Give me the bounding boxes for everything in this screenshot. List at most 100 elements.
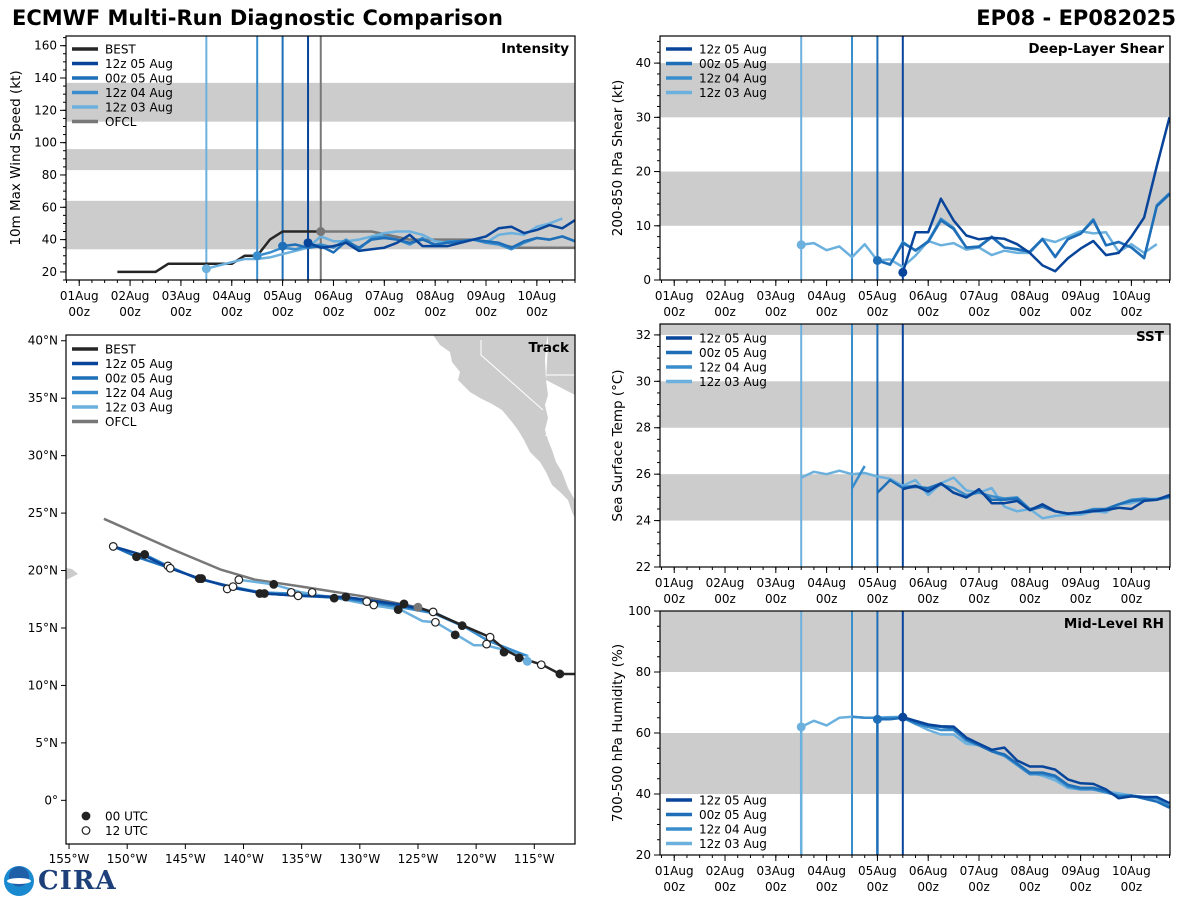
x-tick-label-date: 10Aug (1112, 576, 1151, 590)
start-marker (413, 602, 423, 612)
y-tick-label: 100 (34, 136, 57, 150)
legend-label: 12z 05 Aug (699, 794, 767, 808)
init-marker (252, 251, 262, 261)
x-tick-label-date: 10Aug (1112, 864, 1151, 878)
x-tick-label-date: 05Aug (858, 289, 897, 303)
series-line-12z-03-aug (238, 578, 529, 662)
state-borders (480, 340, 576, 441)
noaa-logo-icon (4, 866, 34, 896)
x-tick-label: 120°W (456, 852, 497, 866)
series-line-12z-05-aug (307, 219, 575, 253)
legend-label: OFCL (105, 415, 137, 429)
x-tick-label-date: 04Aug (807, 289, 846, 303)
threshold-band (660, 611, 1170, 672)
x-tick-label: 125°W (398, 852, 439, 866)
legend-label: 12z 03 Aug (105, 401, 173, 415)
x-tick-label: 115°W (514, 852, 555, 866)
y-axis-label: 700-500 hPa Humidity (%) (610, 644, 626, 822)
x-tick-label-date: 06Aug (909, 864, 948, 878)
y-tick-label: 40 (42, 233, 57, 247)
x-tick-label-date: 05Aug (263, 289, 302, 303)
panel-title: Deep-Layer Shear (1028, 41, 1164, 57)
y-tick-label: 20 (636, 848, 651, 862)
north-america-landmass (433, 335, 575, 518)
y-tick-label: 80 (42, 168, 57, 182)
legend-label: 12z 03 Aug (699, 375, 767, 389)
series-line-best (417, 606, 575, 676)
utc-legend-label: 12 UTC (105, 824, 148, 838)
legend-label: 00z 05 Aug (699, 808, 767, 822)
marker-12utc-icon (81, 826, 91, 835)
storm-id: EP08 - EP082025 (976, 6, 1176, 30)
x-tick-label-hour: 00z (526, 305, 548, 319)
x-tick-label-date: 01Aug (60, 289, 99, 303)
legend-label: 00z 05 Aug (105, 372, 173, 386)
y-tick-label: 32 (636, 328, 651, 342)
x-tick-label-date: 04Aug (807, 864, 846, 878)
plot-area (660, 611, 1170, 855)
marker-12utc (228, 582, 238, 592)
series-line-12z-04-aug (144, 553, 527, 657)
y-tick-label: 22 (636, 560, 651, 574)
plot-area (660, 324, 1170, 567)
x-tick-label-date: 09Aug (467, 289, 506, 303)
x-tick-label-hour: 00z (816, 305, 838, 319)
x-tick-label-date: 01Aug (655, 576, 694, 590)
y-tick-label: 40 (636, 787, 651, 801)
init-marker (796, 240, 806, 250)
y-tick-label: 140 (34, 71, 57, 85)
y-tick-label: 100 (628, 604, 651, 618)
marker-12utc (485, 632, 495, 642)
series-line-12z-03-aug (801, 229, 1158, 269)
utc-legend-label: 00 UTC (105, 810, 148, 824)
x-tick-label-hour: 00z (1070, 305, 1092, 319)
y-tick-label: 35°N (28, 391, 58, 405)
x-tick-label-hour: 00z (323, 305, 345, 319)
x-tick-label-date: 03Aug (756, 289, 795, 303)
series-line-00z-05-aug (877, 193, 1170, 266)
series-line-12z-05-aug (902, 482, 1170, 515)
x-tick-label-hour: 00z (475, 305, 497, 319)
x-tick-label-date: 05Aug (858, 864, 897, 878)
x-tick-label-hour: 00z (765, 305, 787, 319)
init-marker (872, 255, 882, 265)
x-tick-label-date: 04Aug (212, 289, 251, 303)
marker-00utc (341, 592, 351, 602)
x-tick-label-hour: 00z (1121, 305, 1143, 319)
x-tick-label-hour: 00z (68, 305, 90, 319)
y-tick-label: 20°N (28, 564, 58, 578)
plot-area (103, 517, 575, 679)
panel-intensity: 20 40 60 80 100 120 140 160 01Aug 00z 02Aug 00z 03Au… (8, 35, 576, 319)
x-tick-label-date: 06Aug (314, 289, 353, 303)
legend-label: 00z 05 Aug (699, 346, 767, 360)
x-tick-label-hour: 00z (1070, 880, 1092, 894)
marker-00utc (329, 593, 339, 603)
legend-label: 12z 05 Aug (105, 357, 173, 371)
x-tick-label-hour: 00z (221, 305, 243, 319)
cira-logo-text: CIRA (38, 866, 117, 896)
x-tick-label-hour: 00z (867, 592, 889, 606)
x-tick-label-hour: 00z (170, 305, 192, 319)
x-tick-label-date: 02Aug (706, 289, 745, 303)
x-tick-label-date: 07Aug (365, 289, 404, 303)
x-tick-label-hour: 00z (119, 305, 141, 319)
x-tick-label-hour: 00z (714, 880, 736, 894)
x-tick-label-date: 02Aug (706, 576, 745, 590)
panel-shear: 0 10 20 30 40 01Aug 00z 02Aug 00z 03Aug 00z 04Aug 00… (610, 35, 1171, 319)
y-tick-label: 60 (636, 726, 651, 740)
series-line-12z-05-aug (901, 116, 1170, 273)
init-marker (201, 264, 211, 274)
x-tick-label-hour: 00z (663, 880, 685, 894)
panel-title: Intensity (501, 41, 569, 57)
x-tick-label-hour: 00z (714, 305, 736, 319)
y-tick-label: 10 (636, 219, 651, 233)
x-tick-label-date: 09Aug (1061, 576, 1100, 590)
marker-12utc (369, 600, 379, 610)
x-tick-label: 155°W (49, 852, 90, 866)
legend-label: 12z 05 Aug (699, 332, 767, 346)
y-tick-label: 160 (34, 39, 57, 53)
x-tick-label-hour: 00z (968, 880, 990, 894)
legend-label: 12z 03 Aug (105, 101, 173, 115)
